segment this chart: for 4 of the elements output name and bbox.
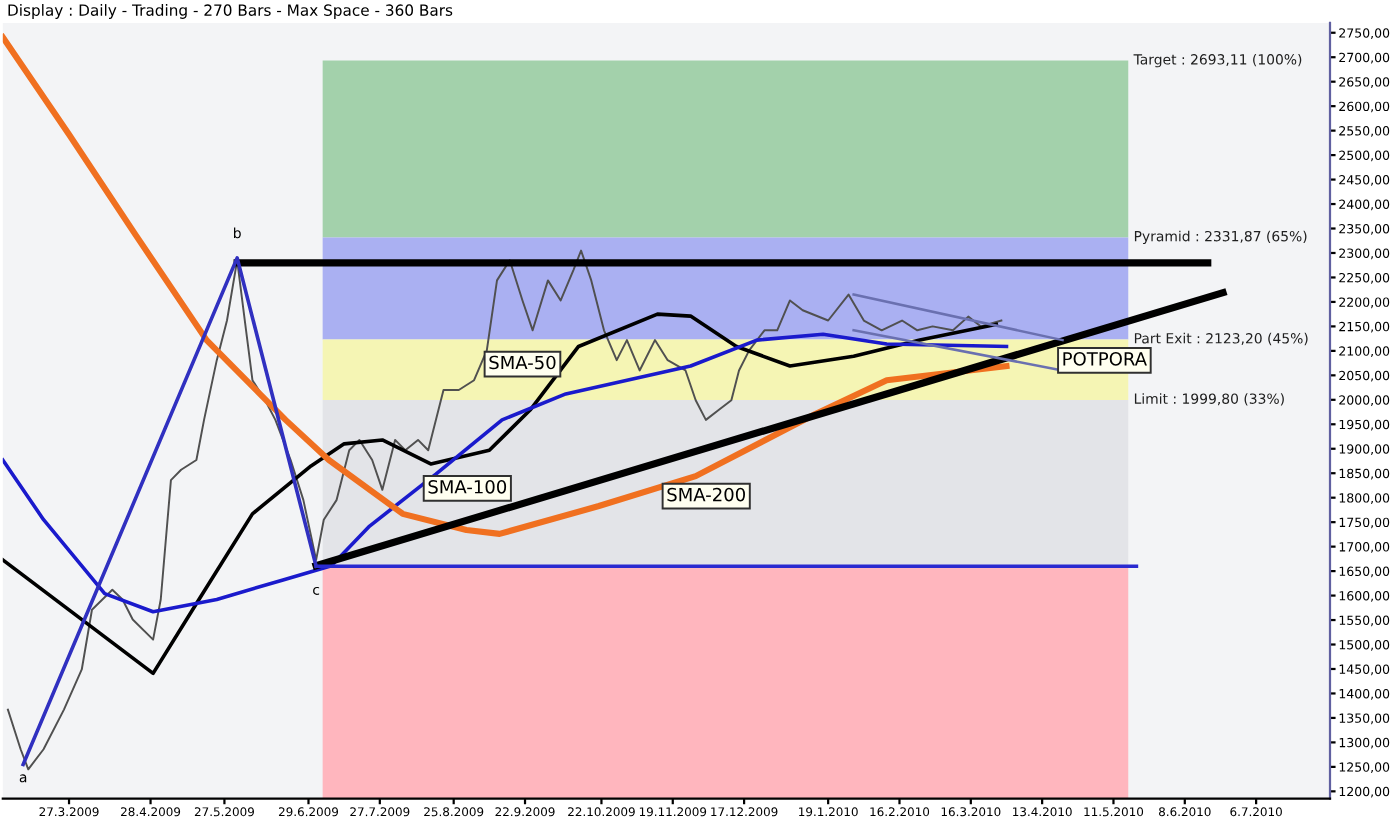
annotation: SMA-100 bbox=[428, 479, 507, 494]
annotation: SMA-200 bbox=[667, 487, 745, 502]
annotation: POTPORA bbox=[1063, 351, 1147, 366]
annotation: SMA-50 bbox=[489, 355, 556, 370]
